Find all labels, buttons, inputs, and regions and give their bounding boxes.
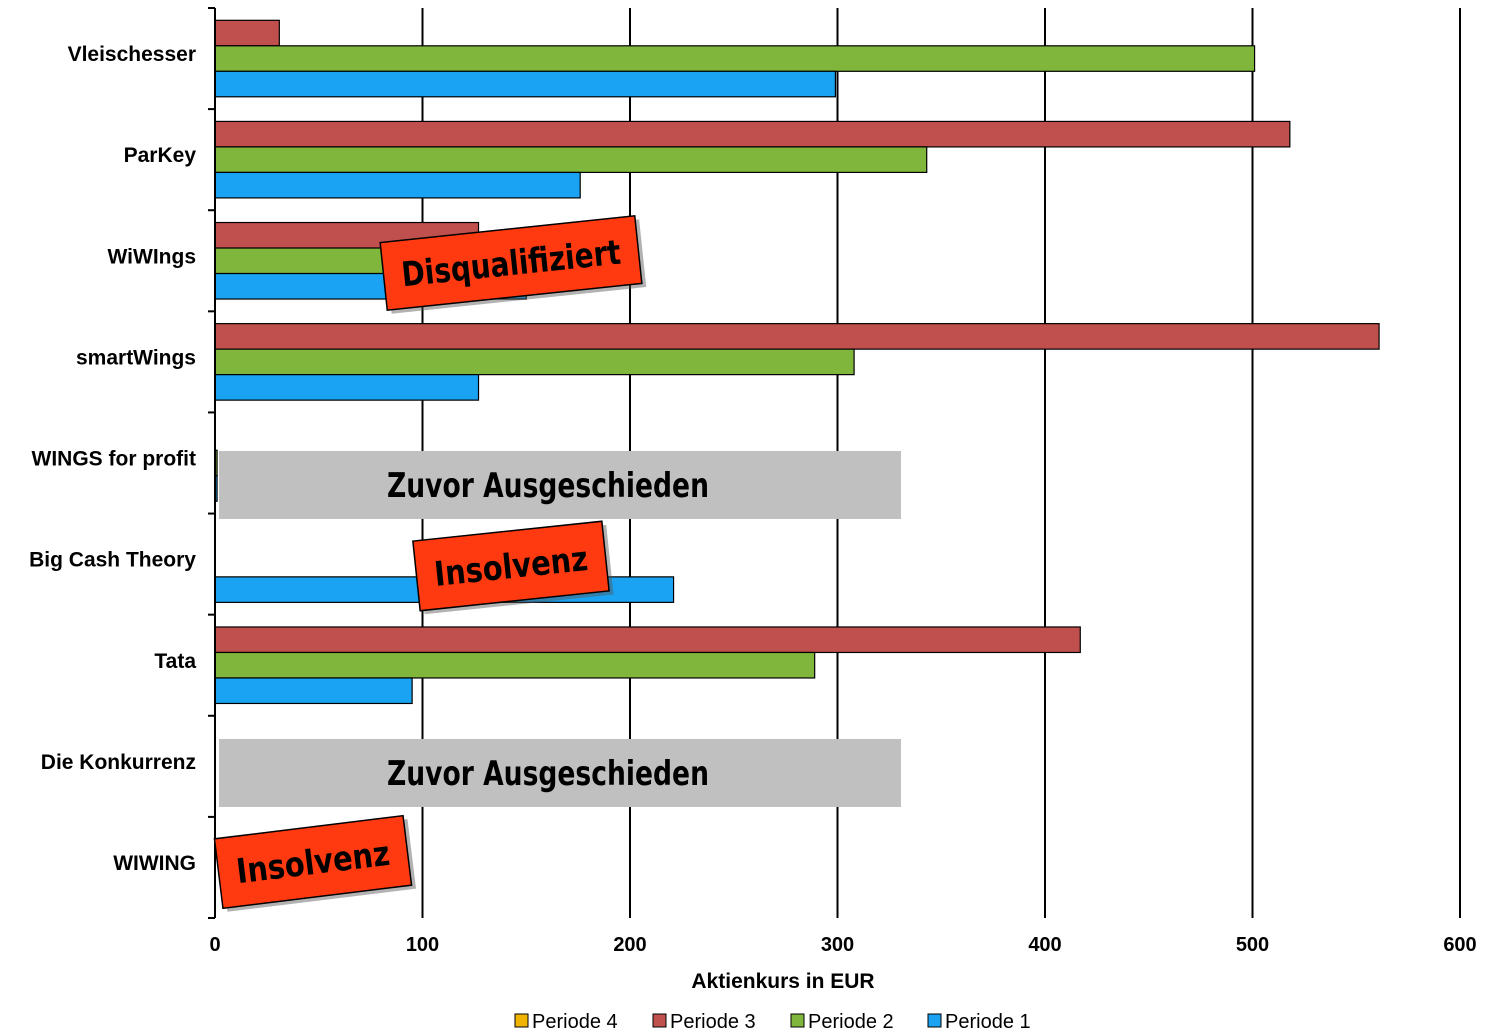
category-label-vleischesser: Vleischesser (68, 43, 196, 66)
excluded-label-die-konkurrenz: Zuvor Ausgeschieden (387, 754, 709, 794)
category-label-wings-for-profit: WINGS for profit (32, 448, 196, 471)
annotations: Disqualifiziert Zuvor Ausgeschieden Insolv… (213, 214, 901, 912)
bar-parkey-periode-3 (214, 120, 1291, 148)
legend: Periode 4 Periode 3 Periode 2 Periode 1 (514, 1011, 1031, 1032)
legend-swatch-periode-2 (790, 1013, 805, 1028)
stamp-wiwings: Disqualifiziert (379, 214, 647, 314)
legend-label-periode-1: Periode 1 (945, 1011, 1031, 1032)
excluded-box-wings-for-profit (219, 451, 901, 519)
legend-swatch-periode-3 (652, 1013, 667, 1028)
excluded-label-wings-for-profit: Zuvor Ausgeschieden (387, 466, 709, 506)
legend-label-periode-2: Periode 2 (808, 1011, 894, 1032)
bar-smartwings-periode-3 (214, 323, 1380, 350)
legend-label-periode-4: Periode 4 (532, 1011, 618, 1032)
x-axis-title: Aktienkurs in EUR (691, 970, 874, 993)
stamp-box (412, 520, 610, 612)
category-label-tata: Tata (154, 650, 196, 673)
x-tick-label-0: 0 (209, 934, 220, 956)
x-tick-label-400: 400 (1028, 934, 1061, 956)
bar-tata-periode-1 (214, 677, 413, 705)
bar-smartwings-periode-1 (214, 374, 480, 401)
stamp-wiwing: Insolvenz (213, 814, 417, 912)
bar-vleischesser-periode-1 (214, 70, 837, 98)
category-label-die-konkurrenz: Die Konkurrenz (41, 751, 196, 774)
category-label-smartwings: smartWings (76, 346, 196, 369)
x-tick-label-500: 500 (1236, 934, 1269, 956)
x-tick-labels: 0 100 200 300 400 500 600 (209, 934, 1476, 956)
category-label-big-cash-theory: Big Cash Theory (29, 549, 196, 572)
bar-tata-periode-2 (214, 651, 816, 679)
legend-label-periode-3: Periode 3 (670, 1011, 756, 1032)
category-label-parkey: ParKey (124, 144, 197, 167)
bar-parkey-periode-2 (214, 146, 928, 174)
x-tick-label-200: 200 (613, 934, 646, 956)
excluded-box-die-konkurrenz (219, 739, 901, 807)
category-labels: Vleischesser ParKey WiWIngs smartWings WINGS… (29, 43, 196, 875)
x-tick-label-100: 100 (406, 934, 439, 956)
legend-swatch-periode-1 (927, 1013, 942, 1028)
bars (214, 19, 1380, 705)
category-label-wiwings: WiWIngs (108, 245, 196, 268)
bar-tata-periode-3 (214, 626, 1081, 654)
x-tick-label-600: 600 (1443, 934, 1476, 956)
bar-parkey-periode-1 (214, 171, 581, 199)
bar-vleischesser-periode-2 (214, 45, 1256, 72)
bar-vleischesser-periode-3 (214, 19, 280, 47)
category-label-wiwing: WIWING (113, 852, 196, 875)
stamp-box (379, 214, 643, 312)
axes (208, 7, 216, 919)
x-tick-label-300: 300 (821, 934, 854, 956)
bar-smartwings-periode-2 (214, 348, 855, 376)
stamp-big-cash-theory: Insolvenz (412, 520, 614, 615)
legend-swatch-periode-4 (514, 1013, 529, 1028)
stamp-box (213, 814, 413, 910)
